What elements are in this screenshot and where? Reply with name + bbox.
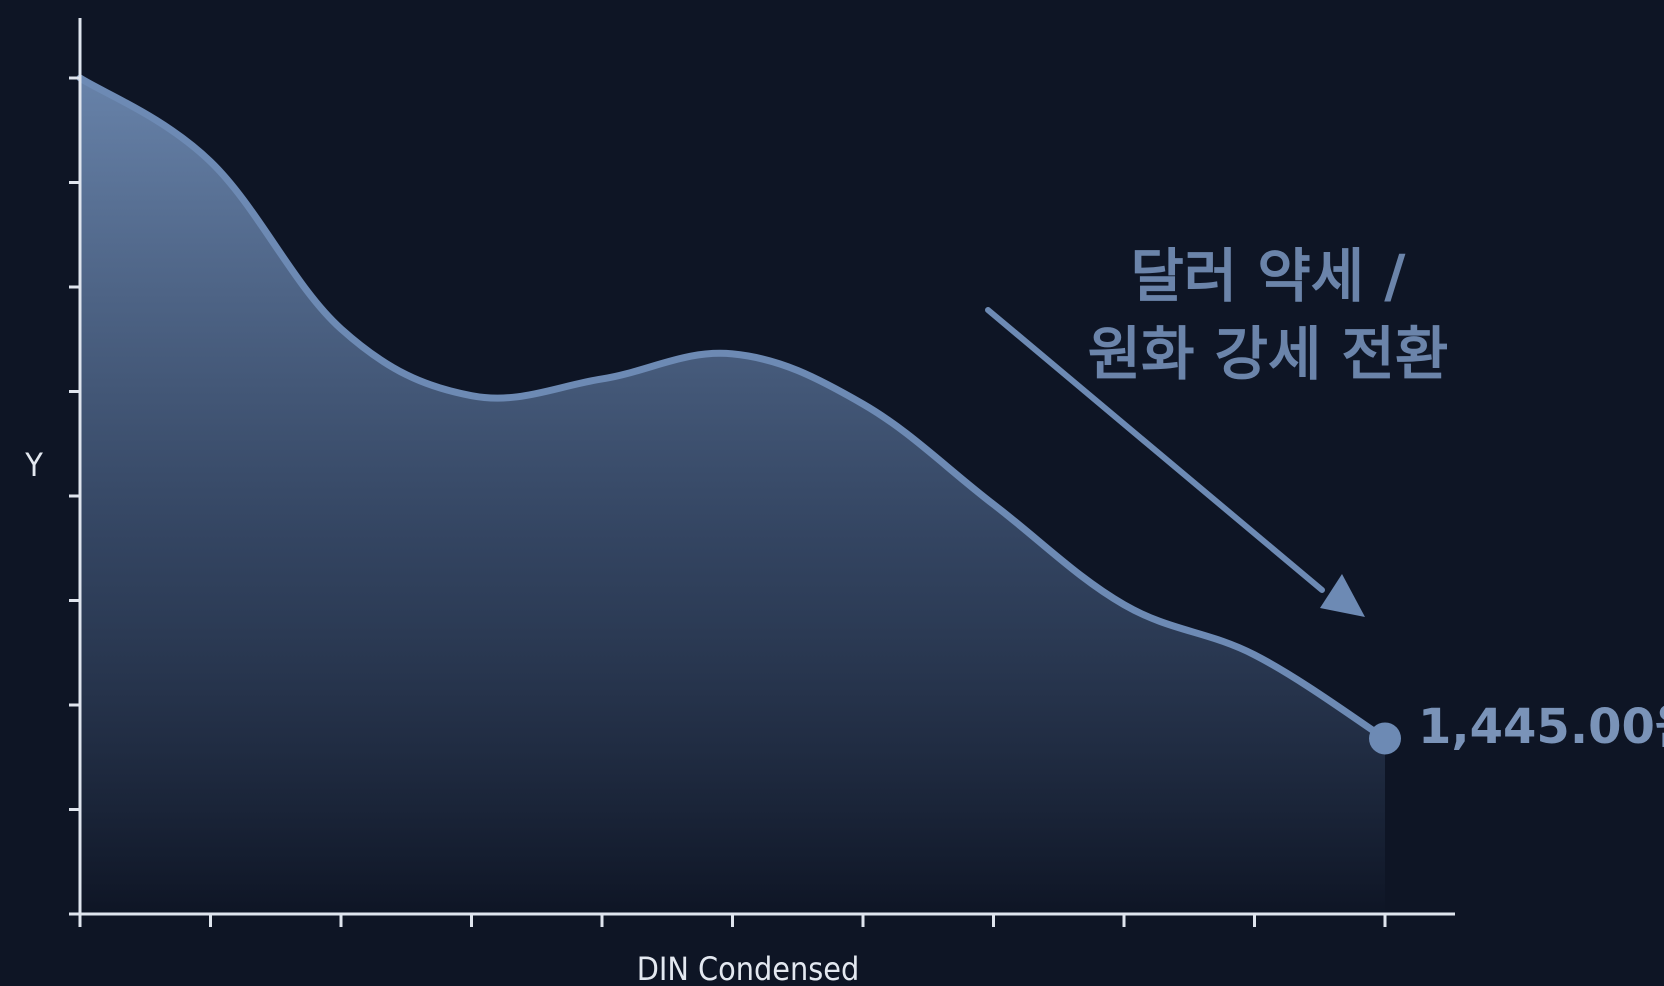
annotation-line-1: 달러 약세 / bbox=[1130, 242, 1406, 310]
area-fill bbox=[80, 78, 1385, 914]
y-ticks bbox=[69, 76, 80, 916]
end-point-marker bbox=[1369, 722, 1401, 755]
y-axis-label: Y bbox=[24, 446, 43, 484]
series-line bbox=[76, 74, 1389, 742]
trend-arrow-head-icon bbox=[1320, 574, 1365, 617]
end-value-label: 1,445.00원 bbox=[1418, 699, 1664, 755]
x-ticks bbox=[78, 914, 1387, 927]
trend-arrow-line bbox=[985, 307, 1325, 593]
annotation-line-2: 원화 강세 전환 bbox=[1088, 320, 1449, 388]
trend-annotation: 달러 약세 / 원화 강세 전환 bbox=[985, 242, 1449, 617]
x-axis-label: DIN Condensed bbox=[637, 950, 860, 986]
